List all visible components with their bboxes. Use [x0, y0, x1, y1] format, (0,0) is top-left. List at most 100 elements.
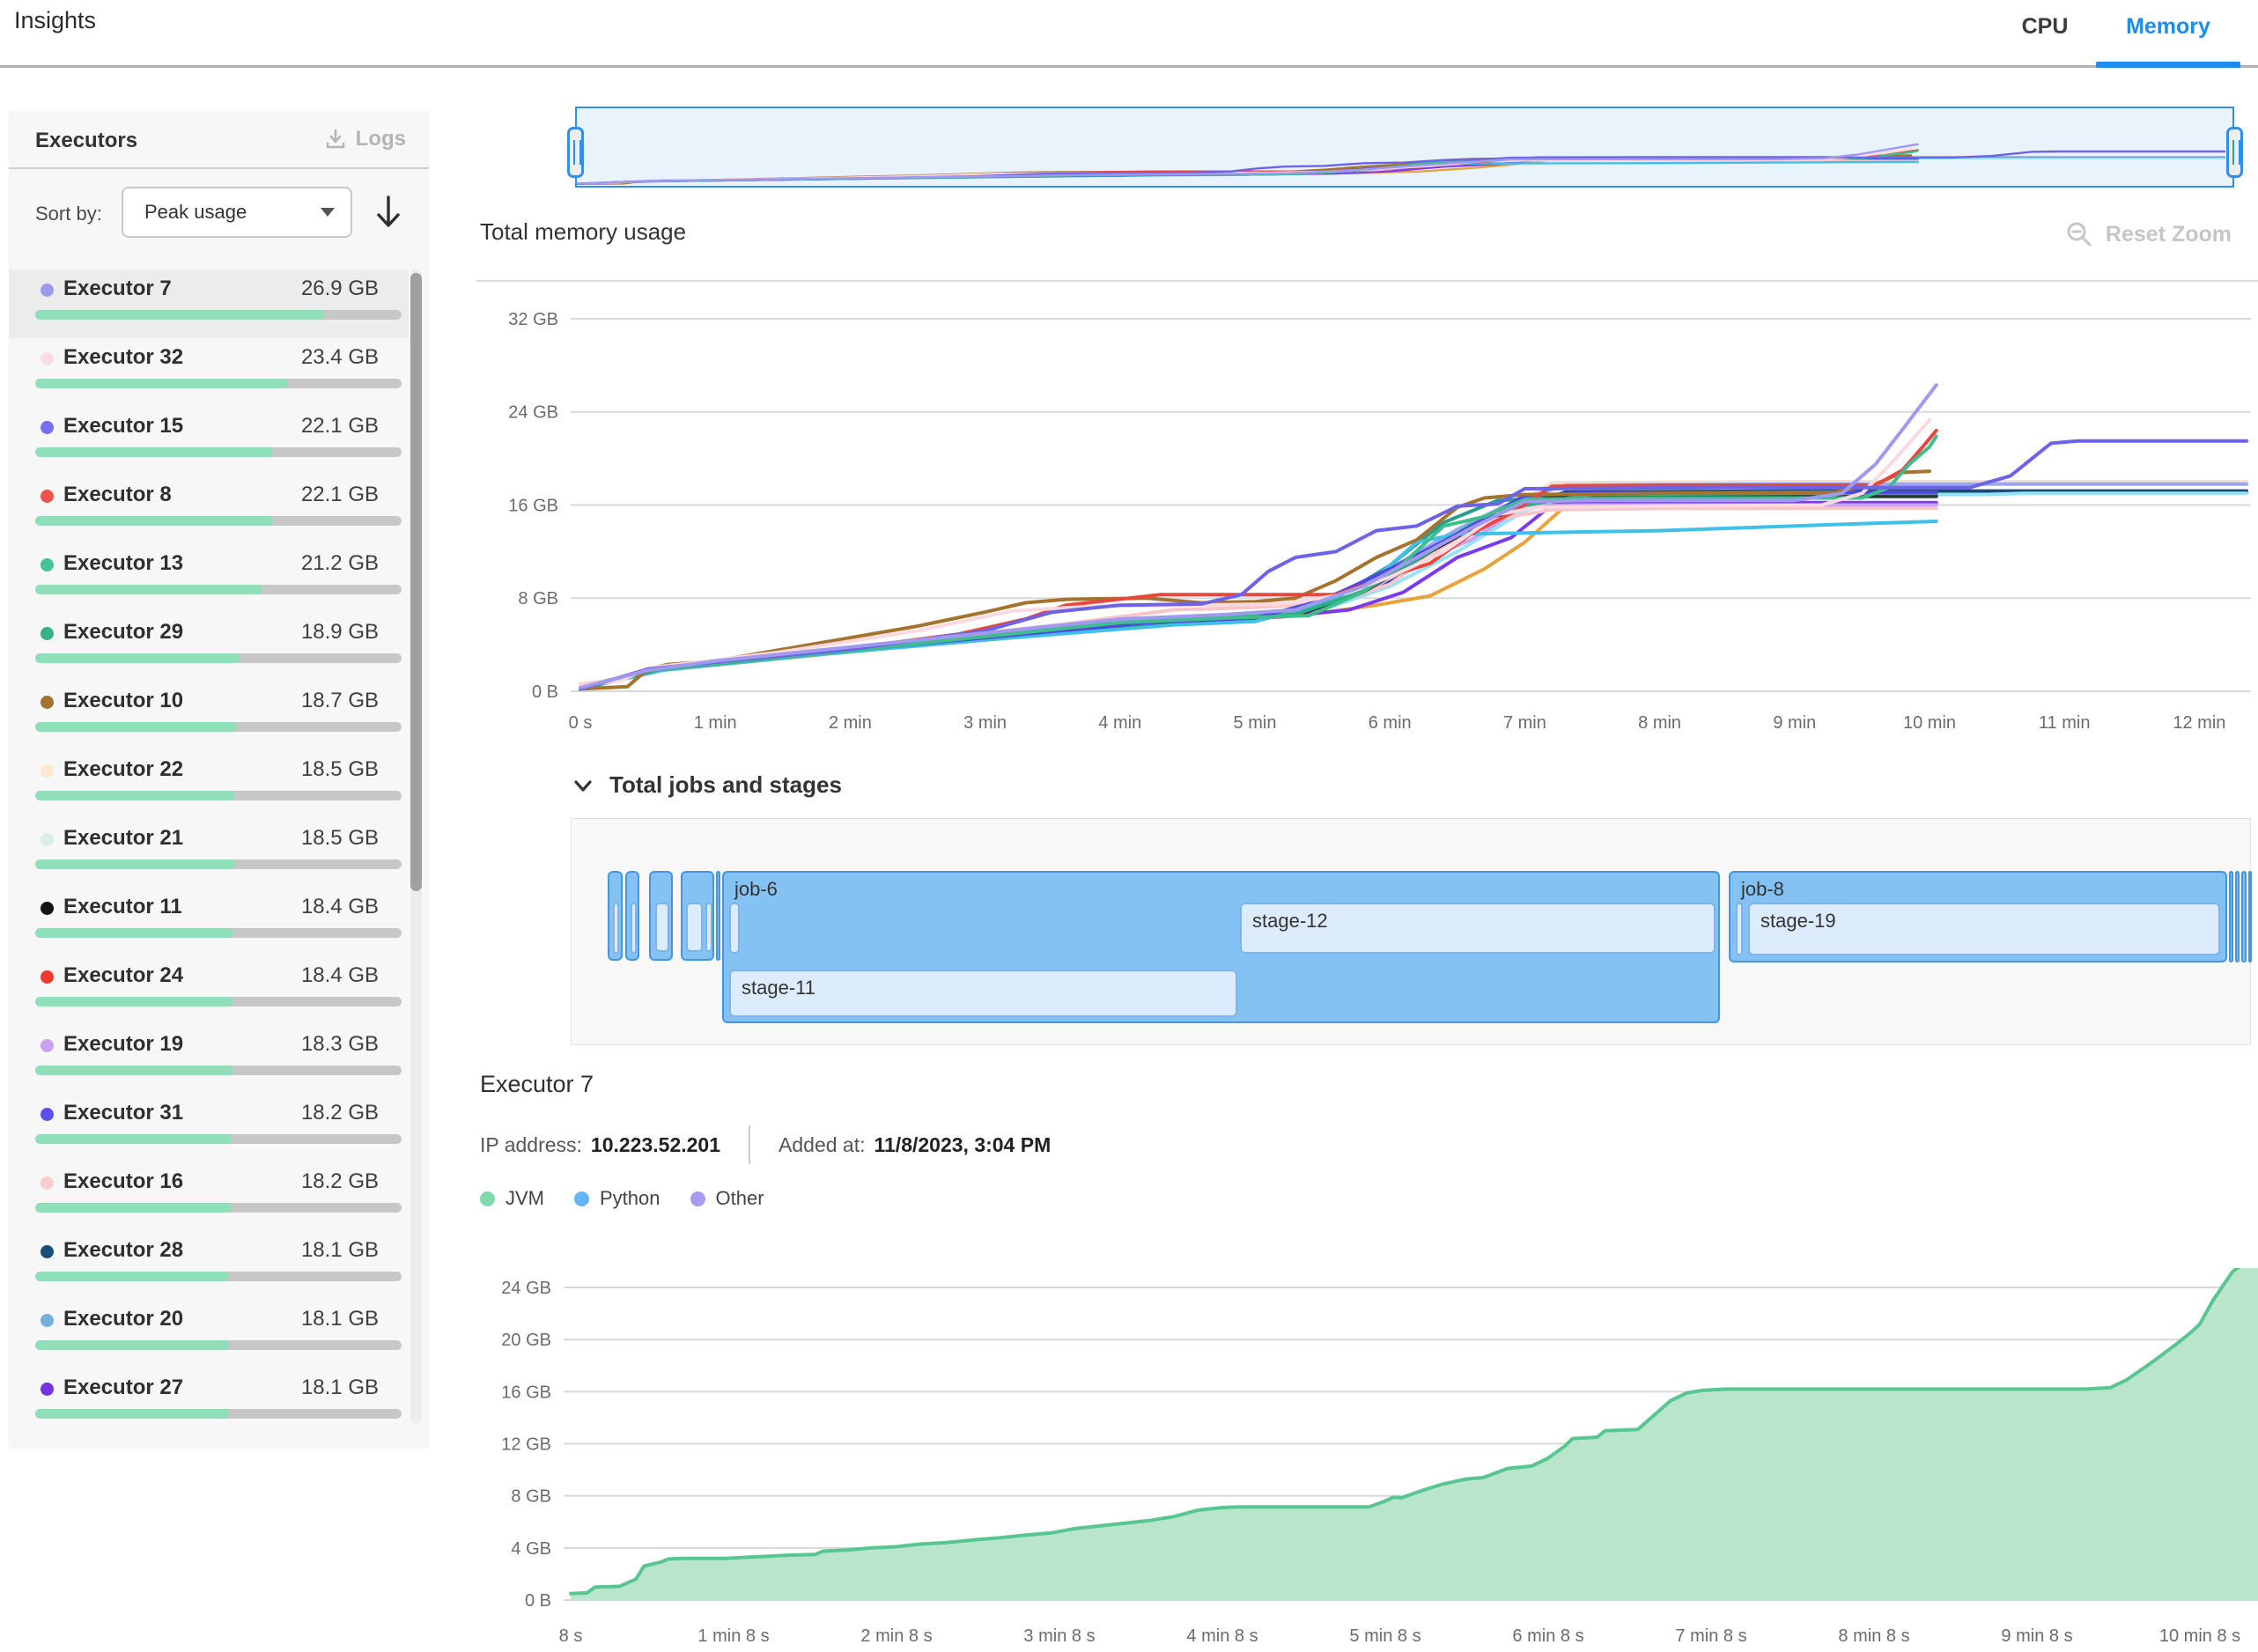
- job-block-small[interactable]: [2229, 871, 2233, 962]
- executor-usage-bar: [35, 1409, 402, 1419]
- download-icon: [326, 129, 344, 149]
- legend-dot: [690, 1191, 705, 1206]
- executor-usage-fill: [35, 1409, 230, 1419]
- executor-peak-value: 18.3 GB: [300, 1032, 379, 1056]
- executor-peak-value: 18.4 GB: [300, 895, 379, 918]
- arrow-down-icon: [377, 195, 400, 227]
- job-block-small[interactable]: [681, 871, 714, 961]
- executor-name: Executor 32: [63, 345, 184, 369]
- job-block[interactable]: job-6 stage-12 stage-11: [722, 871, 1720, 1023]
- svg-text:8 min: 8 min: [1638, 713, 1681, 733]
- executor-row[interactable]: Executor 29 18.9 GB: [9, 613, 409, 682]
- executor-peak-value: 18.2 GB: [300, 1169, 379, 1193]
- executor-row[interactable]: Executor 7 26.9 GB: [9, 269, 409, 338]
- executor-usage-bar: [35, 585, 402, 594]
- executor-usage-bar: [35, 791, 402, 800]
- brush-handle-left[interactable]: [567, 127, 584, 178]
- jobs-section-title: Total jobs and stages: [609, 771, 842, 798]
- logs-button[interactable]: Logs: [324, 127, 406, 151]
- job-block-small[interactable]: [649, 871, 673, 961]
- job-block[interactable]: job-8 stage-19: [1729, 871, 2227, 962]
- job-block-small[interactable]: [2248, 871, 2252, 962]
- executor-usage-bar: [35, 859, 402, 869]
- jobs-timeline: job-6 stage-12 stage-11 job-8 stage-19: [571, 818, 2252, 1045]
- legend-item: JVM: [480, 1187, 544, 1210]
- executor-row[interactable]: Executor 20 18.1 GB: [9, 1300, 409, 1368]
- reset-zoom-label: Reset Zoom: [2105, 221, 2232, 247]
- executor-color-dot: [41, 490, 54, 503]
- stage-block[interactable]: stage-11: [729, 970, 1237, 1017]
- stage-block[interactable]: stage-19: [1748, 903, 2220, 955]
- sort-direction-button[interactable]: [373, 192, 403, 232]
- executor-row[interactable]: Executor 21 18.5 GB: [9, 819, 409, 888]
- svg-text:4 min 8 s: 4 min 8 s: [1186, 1626, 1258, 1646]
- svg-text:4 min: 4 min: [1098, 713, 1141, 733]
- executor-row[interactable]: Executor 15 22.1 GB: [9, 407, 409, 476]
- svg-text:7 min: 7 min: [1503, 713, 1546, 733]
- executor-row[interactable]: Executor 31 18.2 GB: [9, 1094, 409, 1162]
- svg-text:0 B: 0 B: [532, 682, 558, 702]
- executor-row[interactable]: Executor 28 18.1 GB: [9, 1231, 409, 1300]
- job-block-small[interactable]: [2235, 871, 2240, 962]
- executor-row[interactable]: Executor 10 18.7 GB: [9, 682, 409, 750]
- executor-usage-fill: [35, 585, 262, 594]
- executor-usage-fill: [35, 722, 237, 732]
- executor-peak-value: 18.9 GB: [300, 620, 379, 644]
- task-slice: [1736, 903, 1743, 955]
- executor-row[interactable]: Executor 16 18.2 GB: [9, 1162, 409, 1231]
- svg-text:3 min 8 s: 3 min 8 s: [1023, 1626, 1095, 1646]
- reset-zoom-button[interactable]: Reset Zoom: [2065, 220, 2232, 248]
- svg-text:7 min 8 s: 7 min 8 s: [1675, 1626, 1746, 1646]
- executor-row[interactable]: Executor 11 18.4 GB: [9, 888, 409, 956]
- total-memory-chart[interactable]: 0 B 8 GB 16 GB 24 GB 32 GB 0 s 1 min 2 min 3 min…: [476, 291, 2258, 735]
- executor-row[interactable]: Executor 13 21.2 GB: [9, 544, 409, 613]
- executor-peak-value: 18.5 GB: [300, 757, 379, 781]
- job-block-small[interactable]: [625, 871, 639, 961]
- grip-icon: [2232, 140, 2240, 165]
- page-title: Insights: [14, 7, 97, 33]
- stage-block[interactable]: stage-12: [1240, 903, 1716, 954]
- executor-name: Executor 22: [63, 757, 184, 781]
- task-slice: [705, 903, 712, 952]
- job-block-small[interactable]: [608, 871, 623, 961]
- executor-color-dot: [41, 970, 54, 984]
- tab-cpu[interactable]: CPU: [2021, 13, 2069, 39]
- executor-row[interactable]: Executor 27 18.1 GB: [9, 1368, 409, 1437]
- executor-color-dot: [41, 1039, 54, 1052]
- added-label: Added at:: [778, 1132, 866, 1156]
- svg-text:9 min 8 s: 9 min 8 s: [2001, 1626, 2072, 1646]
- svg-text:32 GB: 32 GB: [508, 310, 558, 329]
- executor-usage-fill: [35, 447, 274, 457]
- jobs-section-toggle[interactable]: Total jobs and stages: [571, 771, 842, 799]
- executor-name: Executor 20: [63, 1307, 184, 1331]
- executor-peak-value: 23.4 GB: [300, 345, 379, 369]
- executor-name: Executor 13: [63, 551, 184, 575]
- job-block-small[interactable]: [716, 871, 720, 961]
- executor-peak-value: 18.1 GB: [300, 1238, 379, 1262]
- scrollbar-thumb[interactable]: [410, 273, 422, 891]
- executor-row[interactable]: Executor 32 23.4 GB: [9, 338, 409, 407]
- executor-row[interactable]: Executor 24 18.4 GB: [9, 956, 409, 1025]
- executor-usage-fill: [35, 516, 274, 526]
- executor-meta: IP address: 10.223.52.201 Added at: 11/8…: [480, 1125, 1051, 1164]
- executor-name: Executor 15: [63, 414, 184, 438]
- executor-row[interactable]: Executor 19 18.3 GB: [9, 1025, 409, 1094]
- executor-usage-fill: [35, 791, 235, 800]
- svg-text:24 GB: 24 GB: [508, 403, 558, 423]
- executor-color-dot: [41, 284, 54, 297]
- svg-text:12 min: 12 min: [2173, 713, 2225, 733]
- memory-type-legend: JVM Python Other: [480, 1187, 764, 1210]
- svg-text:8 GB: 8 GB: [518, 589, 558, 608]
- executor-row[interactable]: Executor 8 22.1 GB: [9, 476, 409, 544]
- executor-usage-bar: [35, 447, 402, 457]
- brush-handle-right[interactable]: [2226, 127, 2243, 178]
- executor-peak-value: 18.4 GB: [300, 963, 379, 987]
- job-block-small[interactable]: [2241, 871, 2247, 962]
- sort-select[interactable]: Peak usage: [122, 187, 352, 238]
- added-value: 11/8/2023, 3:04 PM: [874, 1132, 1052, 1156]
- svg-text:9 min: 9 min: [1773, 713, 1816, 733]
- tab-memory[interactable]: Memory: [2126, 13, 2210, 39]
- executor-row[interactable]: Executor 22 18.5 GB: [9, 750, 409, 819]
- task-slice: [729, 903, 740, 954]
- timeline-brush[interactable]: [575, 107, 2234, 188]
